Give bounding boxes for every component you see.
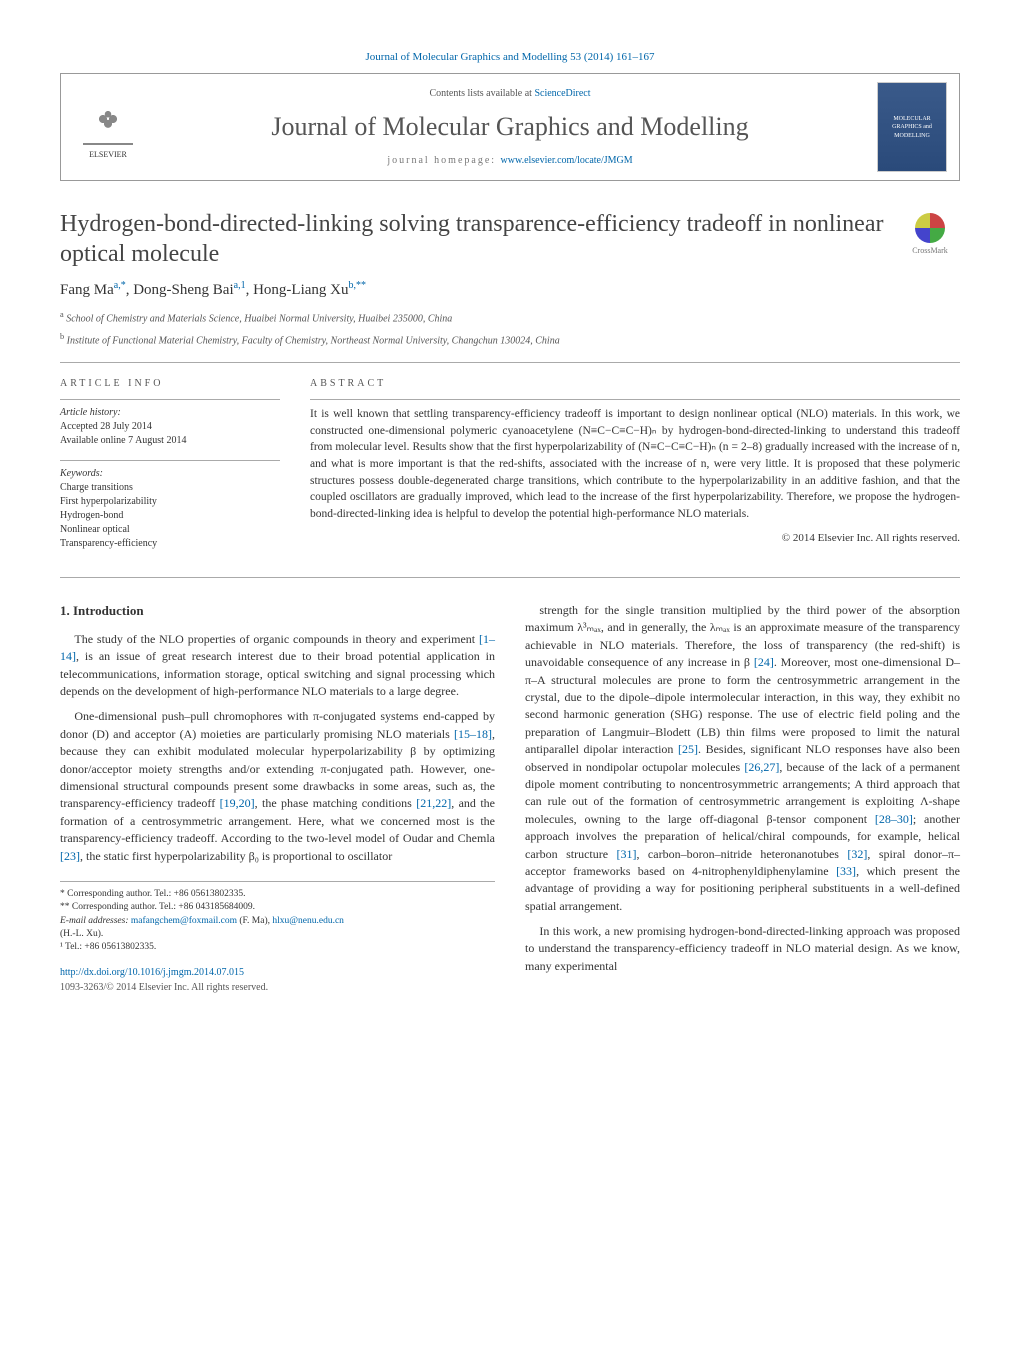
abstract-rule bbox=[310, 399, 960, 400]
journal-cover-thumbnail: MOLECULAR GRAPHICS and MODELLING bbox=[877, 82, 947, 172]
footnote-emails: E-mail addresses: mafangchem@foxmail.com… bbox=[60, 915, 495, 928]
email-link-1[interactable]: mafangchem@foxmail.com bbox=[131, 916, 237, 926]
body-right-column: strength for the single transition multi… bbox=[525, 602, 960, 995]
body-left-column: 1. Introduction The study of the NLO pro… bbox=[60, 602, 495, 995]
homepage-url[interactable]: www.elsevier.com/locate/JMGM bbox=[501, 155, 633, 166]
homepage-label: journal homepage: bbox=[387, 155, 500, 166]
footnotes-block: * Corresponding author. Tel.: +86 056138… bbox=[60, 881, 495, 954]
contents-text: Contents lists available at bbox=[429, 88, 534, 99]
keyword: First hyperpolarizability bbox=[60, 495, 280, 509]
abstract-text: It is well known that settling transpare… bbox=[310, 406, 960, 523]
body-paragraph: In this work, a new promising hydrogen-b… bbox=[525, 923, 960, 975]
crossmark-label: CrossMark bbox=[912, 245, 948, 256]
rule-top bbox=[60, 362, 960, 363]
journal-name: Journal of Molecular Graphics and Modell… bbox=[155, 109, 865, 145]
crossmark-icon bbox=[915, 213, 945, 243]
journal-header: ELSEVIER Contents lists available at Sci… bbox=[60, 73, 960, 181]
abstract-heading: ABSTRACT bbox=[310, 377, 960, 391]
footnote-corresp-1: * Corresponding author. Tel.: +86 056138… bbox=[60, 888, 495, 901]
elsevier-tree-icon bbox=[83, 95, 133, 145]
keyword: Nonlinear optical bbox=[60, 523, 280, 537]
body-paragraph: One-dimensional push–pull chromophores w… bbox=[60, 708, 495, 865]
elsevier-label: ELSEVIER bbox=[89, 149, 127, 160]
email-who-2: (H.-L. Xu). bbox=[60, 928, 495, 941]
doi-line: http://dx.doi.org/10.1016/j.jmgm.2014.07… bbox=[60, 966, 495, 981]
info-rule-1 bbox=[60, 399, 280, 400]
article-title: Hydrogen-bond-directed-linking solving t… bbox=[60, 209, 888, 269]
doi-link[interactable]: http://dx.doi.org/10.1016/j.jmgm.2014.07… bbox=[60, 967, 244, 978]
keywords-label: Keywords: bbox=[60, 467, 280, 481]
info-rule-2 bbox=[60, 460, 280, 461]
contents-line: Contents lists available at ScienceDirec… bbox=[155, 87, 865, 101]
footnote-corresp-2: ** Corresponding author. Tel.: +86 04318… bbox=[60, 901, 495, 914]
online-date: Available online 7 August 2014 bbox=[60, 434, 280, 448]
cover-label: MOLECULAR GRAPHICS and MODELLING bbox=[882, 115, 942, 140]
keyword: Transparency-efficiency bbox=[60, 537, 280, 551]
article-info-heading: ARTICLE INFO bbox=[60, 377, 280, 391]
accepted-date: Accepted 28 July 2014 bbox=[60, 420, 280, 434]
homepage-line: journal homepage: www.elsevier.com/locat… bbox=[155, 154, 865, 168]
abstract-column: ABSTRACT It is well known that settling … bbox=[310, 377, 960, 563]
history-label: Article history: bbox=[60, 406, 280, 420]
crossmark-badge[interactable]: CrossMark bbox=[900, 209, 960, 259]
sciencedirect-link[interactable]: ScienceDirect bbox=[534, 88, 590, 99]
rule-bottom bbox=[60, 577, 960, 578]
article-info-column: ARTICLE INFO Article history: Accepted 2… bbox=[60, 377, 280, 563]
body-paragraph: strength for the single transition multi… bbox=[525, 602, 960, 915]
keyword: Hydrogen-bond bbox=[60, 509, 280, 523]
journal-issue-link[interactable]: Journal of Molecular Graphics and Modell… bbox=[60, 50, 960, 65]
email-who-1: (F. Ma), bbox=[237, 916, 272, 926]
affiliation: a School of Chemistry and Materials Scie… bbox=[60, 309, 960, 326]
body-paragraph: The study of the NLO properties of organ… bbox=[60, 631, 495, 701]
email-link-2[interactable]: hlxu@nenu.edu.cn bbox=[272, 916, 344, 926]
abstract-copyright: © 2014 Elsevier Inc. All rights reserved… bbox=[310, 531, 960, 546]
footnote-tel: ¹ Tel.: +86 05613802335. bbox=[60, 941, 495, 954]
header-center: Contents lists available at ScienceDirec… bbox=[155, 87, 865, 167]
keyword: Charge transitions bbox=[60, 481, 280, 495]
affiliation: b Institute of Functional Material Chemi… bbox=[60, 331, 960, 348]
elsevier-logo: ELSEVIER bbox=[73, 87, 143, 167]
authors-line: Fang Maa,*, Dong-Sheng Baia,1, Hong-Lian… bbox=[60, 279, 960, 301]
issn-line: 1093-3263/© 2014 Elsevier Inc. All right… bbox=[60, 981, 495, 996]
section-heading-intro: 1. Introduction bbox=[60, 602, 495, 621]
email-label: E-mail addresses: bbox=[60, 916, 131, 926]
